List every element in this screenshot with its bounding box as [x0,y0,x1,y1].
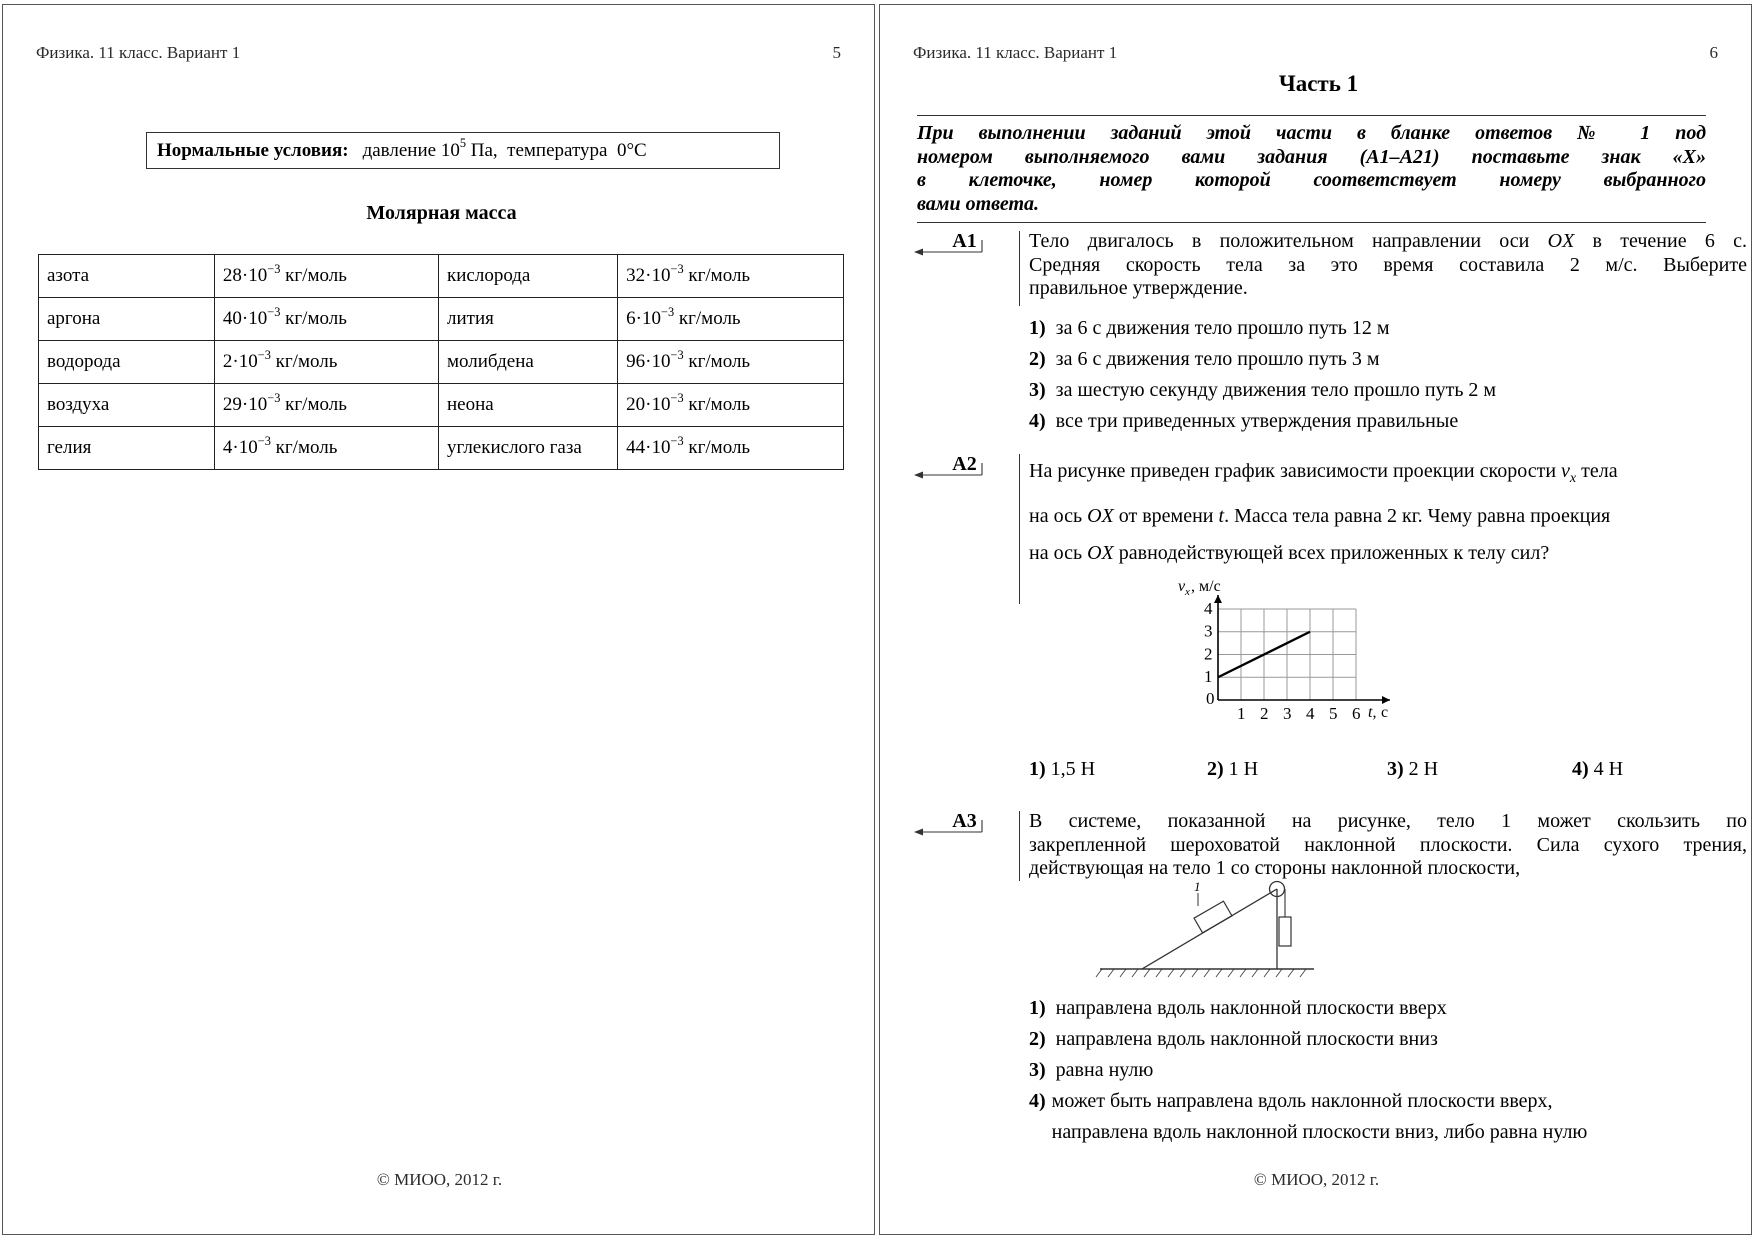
svg-text:2: 2 [1260,704,1269,723]
svg-text:3: 3 [1283,704,1292,723]
svg-text:0: 0 [1206,689,1215,708]
svg-text:4: 4 [1306,704,1315,723]
svg-text:, м/с: , м/с [1191,578,1221,595]
svg-text:5: 5 [1329,704,1338,723]
svg-text:с: с [1381,704,1388,721]
svg-text:4: 4 [1204,599,1213,618]
svg-text:x: x [1184,586,1190,598]
svg-text:6: 6 [1352,704,1361,723]
svg-text:1: 1 [1194,879,1201,894]
svg-text:t,: t, [1368,704,1376,721]
svg-text:2: 2 [1204,644,1213,663]
svg-text:1: 1 [1204,667,1213,686]
svg-text:1: 1 [1237,704,1246,723]
svg-text:3: 3 [1204,621,1213,640]
